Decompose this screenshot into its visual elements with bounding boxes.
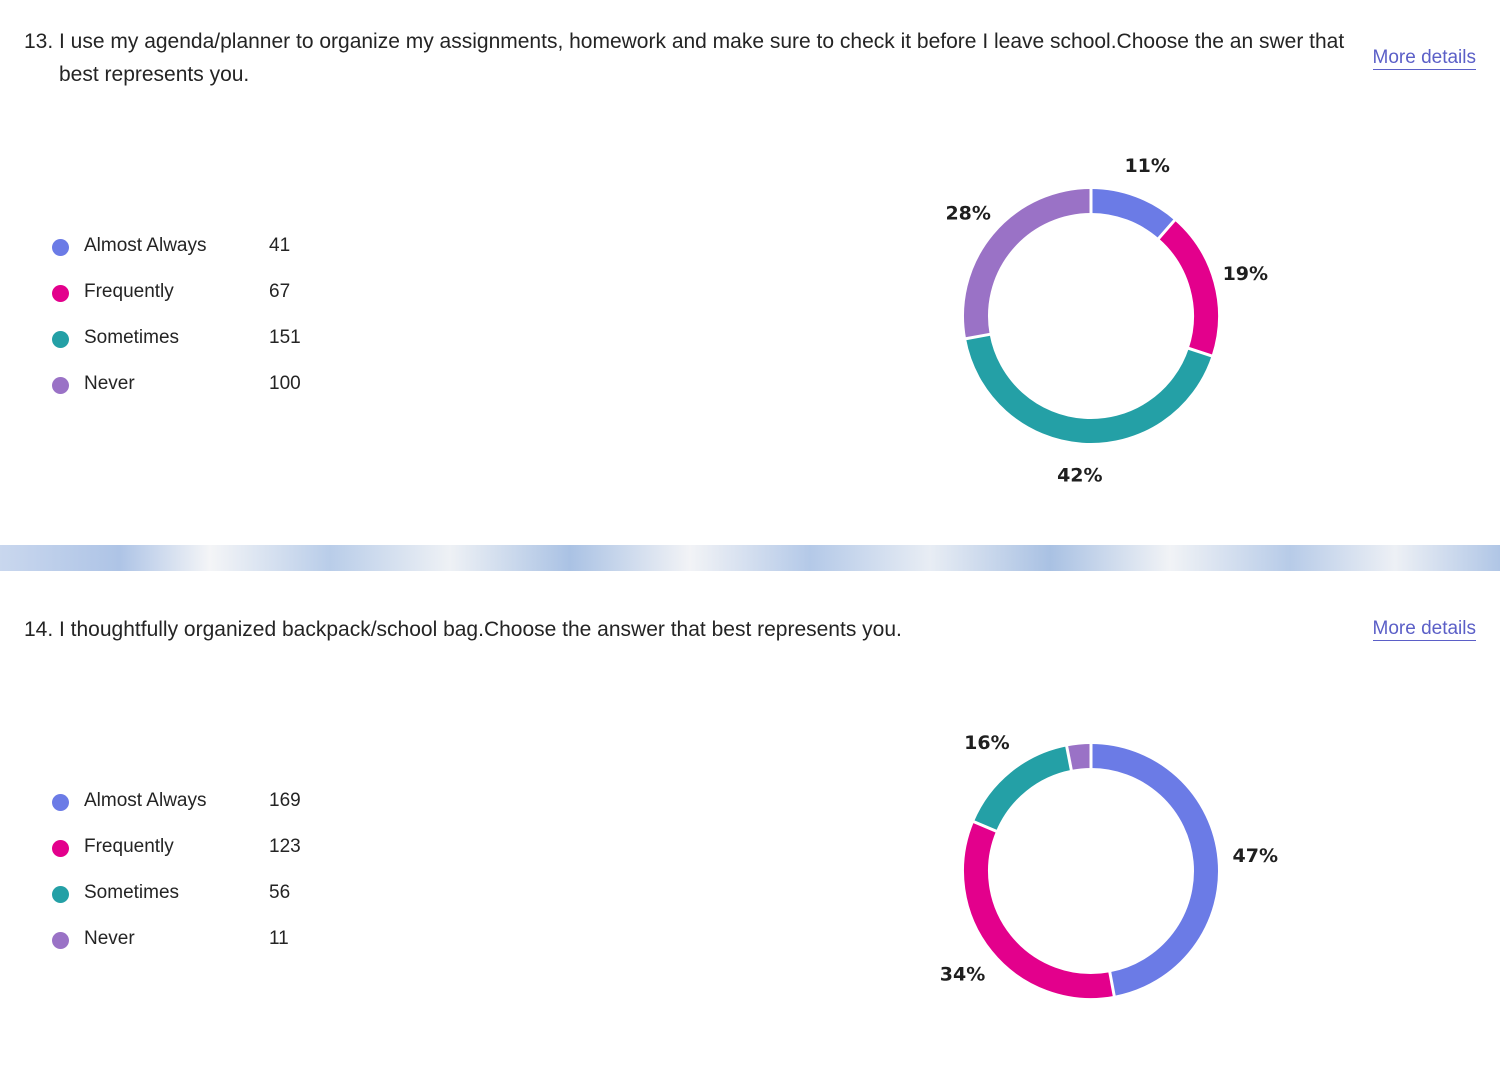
legend-count: 11: [269, 928, 289, 949]
legend-dot-icon: [52, 285, 69, 302]
slice-percent-label: 47%: [1233, 845, 1278, 867]
legend-label: Never: [84, 373, 135, 394]
legend-label: Almost Always: [84, 790, 207, 811]
legend-label: Sometimes: [84, 882, 180, 903]
card-divider: [0, 545, 1500, 571]
legend-label: Frequently: [84, 836, 174, 857]
donut-slice-sometimes[interactable]: [966, 334, 1212, 443]
legend-count: 67: [269, 281, 291, 302]
question-text: I use my agenda/planner to organize my a…: [59, 30, 1345, 86]
legend-label: Almost Always: [84, 235, 207, 256]
legend-count: 56: [269, 882, 291, 903]
legend-dot-icon: [52, 377, 69, 394]
legend-label: Never: [84, 928, 135, 949]
donut-chart-14: 47% 34% 16%: [940, 732, 1278, 998]
slice-separator: [972, 819, 998, 833]
legend-count: 151: [269, 327, 301, 348]
legend-dot-icon: [52, 886, 69, 903]
question-card-13: [0, 0, 1500, 545]
legend-count: 41: [269, 235, 291, 256]
question-number: 13.: [24, 30, 54, 53]
legend-dot-icon: [52, 239, 69, 256]
slice-separator: [1187, 346, 1213, 358]
slice-percent-label: 11%: [1124, 155, 1169, 177]
legend-label: Frequently: [84, 281, 174, 302]
question-title: 13. I use my agenda/planner to organize …: [24, 25, 1354, 91]
legend-dot-icon: [52, 794, 69, 811]
question-text: I thoughtfully organized backpack/school…: [59, 618, 902, 641]
donut-slice-never[interactable]: [964, 189, 1092, 339]
legend-dot-icon: [52, 331, 69, 348]
donut-slice-frequently[interactable]: [1158, 220, 1218, 356]
slice-percent-label: 19%: [1223, 263, 1268, 285]
question-title: 14. I thoughtfully organized backpack/sc…: [24, 613, 1354, 646]
legend-dot-icon: [52, 932, 69, 949]
slice-separator: [1108, 971, 1116, 998]
donut-slice-frequently[interactable]: [964, 821, 1115, 998]
slice-percent-label: 34%: [940, 964, 985, 986]
donut-slice-almost-always[interactable]: [1090, 744, 1218, 996]
slice-separator: [1156, 218, 1177, 241]
donut-slice-never[interactable]: [1066, 744, 1092, 770]
legend-count: 169: [269, 790, 301, 811]
more-details-link[interactable]: More details: [1372, 47, 1476, 70]
question-number: 14.: [24, 618, 54, 641]
slice-percent-label: 42%: [1057, 465, 1102, 487]
legend-dot-icon: [52, 840, 69, 857]
donut-slice-sometimes[interactable]: [973, 746, 1072, 832]
donut-slice-almost-always[interactable]: [1090, 189, 1175, 239]
donut-chart-13: 11% 19% 42% 28%: [945, 155, 1268, 487]
legend-count: 123: [269, 836, 301, 857]
slice-percent-label: 28%: [945, 202, 990, 224]
slice-separator: [964, 332, 991, 341]
slice-percent-label: 16%: [964, 732, 1009, 754]
legend-label: Sometimes: [84, 327, 180, 348]
more-details-link[interactable]: More details: [1372, 618, 1476, 641]
question-card-14: [0, 571, 1500, 1085]
slice-separator: [1065, 745, 1073, 772]
legend-count: 100: [269, 373, 301, 394]
